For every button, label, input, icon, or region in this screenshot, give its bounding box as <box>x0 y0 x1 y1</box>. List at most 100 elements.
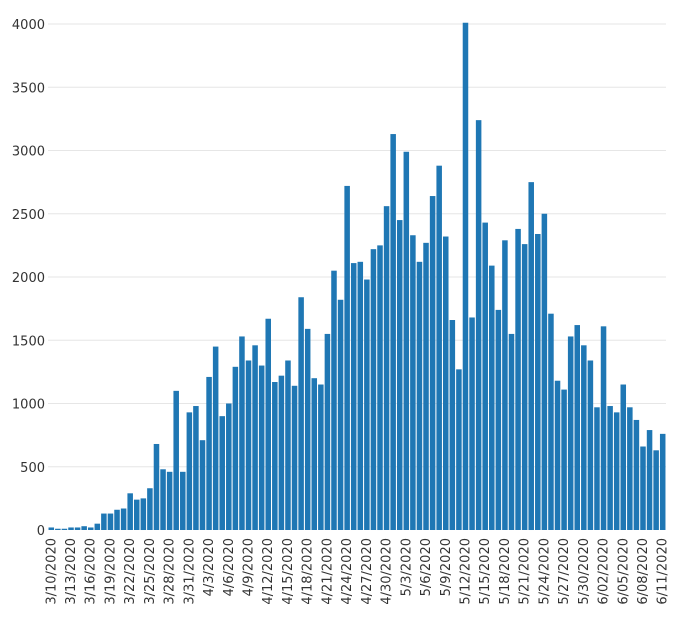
x-tick-label: 5/21/2020 <box>518 538 533 605</box>
bar <box>456 369 462 530</box>
bar <box>541 213 548 530</box>
x-tick-label: 5/12/2020 <box>458 538 473 605</box>
bar <box>633 419 640 530</box>
bar <box>61 528 68 530</box>
bar <box>659 433 666 530</box>
bar <box>607 406 613 530</box>
bar <box>68 527 74 530</box>
x-tick-label: 3/31/2020 <box>182 538 197 605</box>
bar <box>548 313 554 530</box>
x-tick-label: 4/15/2020 <box>281 538 296 605</box>
bar <box>304 328 311 530</box>
x-tick-label: 3/25/2020 <box>143 538 158 605</box>
bar <box>403 151 410 530</box>
bar <box>193 406 199 530</box>
bar <box>344 185 350 531</box>
bar <box>133 499 140 530</box>
bar <box>561 389 567 530</box>
x-tick-label: 3/22/2020 <box>123 538 138 605</box>
y-tick-label: 2000 <box>12 271 45 286</box>
x-tick-label: 3/19/2020 <box>103 538 118 605</box>
bar <box>160 469 166 530</box>
bar <box>232 366 239 530</box>
y-tick-label: 500 <box>20 461 45 476</box>
bar <box>535 233 541 531</box>
bar <box>364 279 370 530</box>
bar <box>528 182 534 531</box>
x-tick-label: 5/18/2020 <box>498 538 513 605</box>
bar <box>574 325 580 530</box>
bar <box>226 403 232 530</box>
bar <box>324 333 331 530</box>
y-tick-label: 1500 <box>12 334 45 349</box>
bar <box>646 430 653 530</box>
x-tick-label: 5/30/2020 <box>577 538 592 605</box>
bar <box>627 407 633 530</box>
x-tick-label: 6/05/2020 <box>616 538 631 605</box>
bar <box>357 261 364 530</box>
x-tick-label: 6/02/2020 <box>597 538 612 605</box>
x-tick-label: 3/10/2020 <box>44 538 59 605</box>
y-tick-label: 3500 <box>12 81 45 96</box>
bar <box>594 407 600 530</box>
bar <box>180 471 186 530</box>
bar <box>285 360 291 530</box>
bar <box>600 326 607 530</box>
bar <box>265 318 271 530</box>
x-tick-label: 4/18/2020 <box>301 538 316 605</box>
bar <box>55 528 61 530</box>
bar <box>613 412 620 530</box>
bar <box>383 206 390 530</box>
x-tick-label: 4/30/2020 <box>380 538 395 605</box>
bar <box>640 446 646 530</box>
axes: 0 500 1000 1500 2000 2500 3000 3500 4000 3/10/202… <box>12 18 671 605</box>
y-tick-label: 1000 <box>12 398 45 413</box>
bar <box>74 527 81 530</box>
bar <box>239 336 245 530</box>
x-tick-label: 3/28/2020 <box>163 538 178 605</box>
bar <box>581 345 587 530</box>
bar <box>423 242 429 530</box>
bar <box>567 336 574 530</box>
bar <box>245 360 252 530</box>
x-tick-label: 5/27/2020 <box>557 538 572 605</box>
bar <box>219 416 225 530</box>
x-tick-label: 5/15/2020 <box>478 538 493 605</box>
bar <box>87 527 94 530</box>
x-tick-label: 4/27/2020 <box>360 538 375 605</box>
bar <box>390 134 396 530</box>
bar <box>587 360 594 530</box>
bar <box>508 333 515 530</box>
bar <box>311 378 318 530</box>
bar <box>396 220 403 530</box>
bar <box>206 376 212 530</box>
bar <box>495 309 502 530</box>
y-tick-label: 0 <box>37 524 45 539</box>
bars <box>48 22 666 531</box>
bar <box>502 240 508 530</box>
bar <box>475 120 482 530</box>
bar <box>147 488 153 530</box>
bar <box>173 390 179 530</box>
bar <box>291 385 298 530</box>
bar <box>81 526 87 530</box>
bar <box>482 222 488 530</box>
x-tick-label: 4/6/2020 <box>222 538 237 596</box>
x-tick-label: 4/9/2020 <box>242 538 257 596</box>
bar <box>337 299 344 530</box>
bar <box>199 440 206 530</box>
bar <box>442 236 449 530</box>
x-tick-label: 6/11/2020 <box>656 538 671 605</box>
x-tick-label: 5/24/2020 <box>537 538 552 605</box>
bar <box>620 384 627 530</box>
bar <box>370 249 377 531</box>
bar <box>469 317 475 530</box>
bar <box>258 365 265 530</box>
bar <box>278 375 285 530</box>
x-tick-label: 3/13/2020 <box>64 538 79 605</box>
x-tick-label: 6/08/2020 <box>636 538 651 605</box>
x-tick-label: 3/16/2020 <box>84 538 99 605</box>
bar <box>101 513 107 530</box>
bar <box>107 513 114 530</box>
